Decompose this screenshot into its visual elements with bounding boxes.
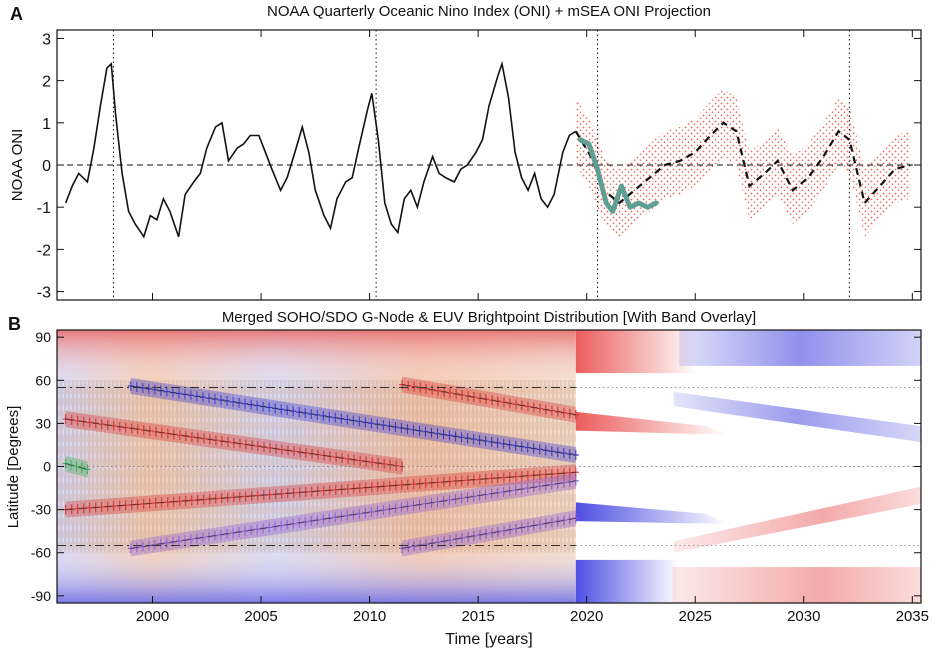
- panel-a-x-axis: [152, 30, 913, 300]
- panel-b-xlabel: Time [years]: [445, 631, 532, 648]
- panel-b-title: Merged SOHO/SDO G-Node & EUV Brightpoint…: [222, 309, 756, 326]
- x-tick-label: 2025: [679, 608, 712, 625]
- panel-b-ylabel: Latitude [Degrees]: [5, 406, 22, 529]
- y-tick-label: 3: [42, 31, 51, 48]
- y-tick-label: -30: [31, 502, 51, 518]
- projection-bands: [575, 330, 921, 603]
- y-tick-label: 90: [35, 329, 51, 345]
- y-tick-label: 30: [35, 415, 51, 431]
- y-tick-label: 2: [42, 74, 51, 91]
- y-tick-label: -60: [31, 545, 51, 561]
- panel-b-label: B: [8, 314, 21, 334]
- y-tick-label: -1: [37, 200, 51, 217]
- projection-south-polar-blue: [575, 559, 680, 603]
- x-tick-label: 2000: [136, 608, 169, 625]
- north-blue-band-trend: [130, 385, 576, 456]
- projection-south-blue-band: [575, 502, 728, 524]
- north-red-band-trend: [65, 418, 403, 467]
- south-polar-region: [57, 545, 576, 603]
- x-tick-label: 2030: [787, 608, 820, 625]
- panel-a: A NOAA Quarterly Oceanic Nino Index (ONI…: [9, 3, 922, 302]
- oni-line: [64, 60, 577, 239]
- projection-south-polar-red: [672, 567, 921, 603]
- north-polar-region: [57, 330, 576, 388]
- y-tick-label: -3: [37, 285, 51, 302]
- observed-recent-line: [577, 137, 659, 214]
- x-tick-label: 2020: [570, 608, 603, 625]
- y-tick-label: 0: [42, 158, 51, 175]
- equatorial-green-band-trend: [65, 463, 88, 470]
- panel-a-y-axis: 3 2 1 0 -1 -2 -3: [37, 31, 921, 302]
- x-tick-label: 2015: [461, 608, 494, 625]
- projection-north-blue-band: [673, 391, 921, 443]
- projection-south-red-band: [673, 486, 921, 553]
- panel-a-label: A: [10, 4, 23, 24]
- projection-north-polar-blue: [679, 330, 921, 366]
- panel-b-x-axis: 2000 2005 2010 2015 2020 2025 2030 2035: [136, 596, 929, 625]
- x-tick-label: 2035: [896, 608, 929, 625]
- panel-b: B Merged SOHO/SDO G-Node & EUV Brightpoi…: [5, 309, 929, 648]
- panel-b-y-axis: 90 60 30 0 -30 -60 -90: [31, 329, 921, 604]
- north-high-band-trend: [402, 384, 576, 416]
- y-tick-label: -2: [37, 242, 51, 259]
- x-tick-label: 2005: [244, 608, 277, 625]
- south-high-band-trend: [402, 517, 576, 549]
- south-red-band-trend: [65, 471, 576, 511]
- projection-north-polar-red: [575, 330, 697, 374]
- south-red-band: [65, 464, 576, 518]
- panel-a-ylabel: NOAA ONI: [9, 129, 26, 202]
- projection-line: [574, 121, 911, 206]
- y-tick-label: 60: [35, 372, 51, 388]
- y-tick-label: -90: [31, 588, 51, 604]
- y-tick-label: 1: [42, 116, 51, 133]
- latitude-reference-lines: [57, 386, 921, 547]
- south-purple-band-trend: [130, 480, 576, 549]
- panel-a-title: NOAA Quarterly Oceanic Nino Index (ONI) …: [267, 3, 711, 20]
- observed-bands: [62, 376, 579, 557]
- y-tick-label: 0: [43, 459, 51, 475]
- x-tick-label: 2010: [353, 608, 386, 625]
- projection-north-red-band: [575, 411, 728, 435]
